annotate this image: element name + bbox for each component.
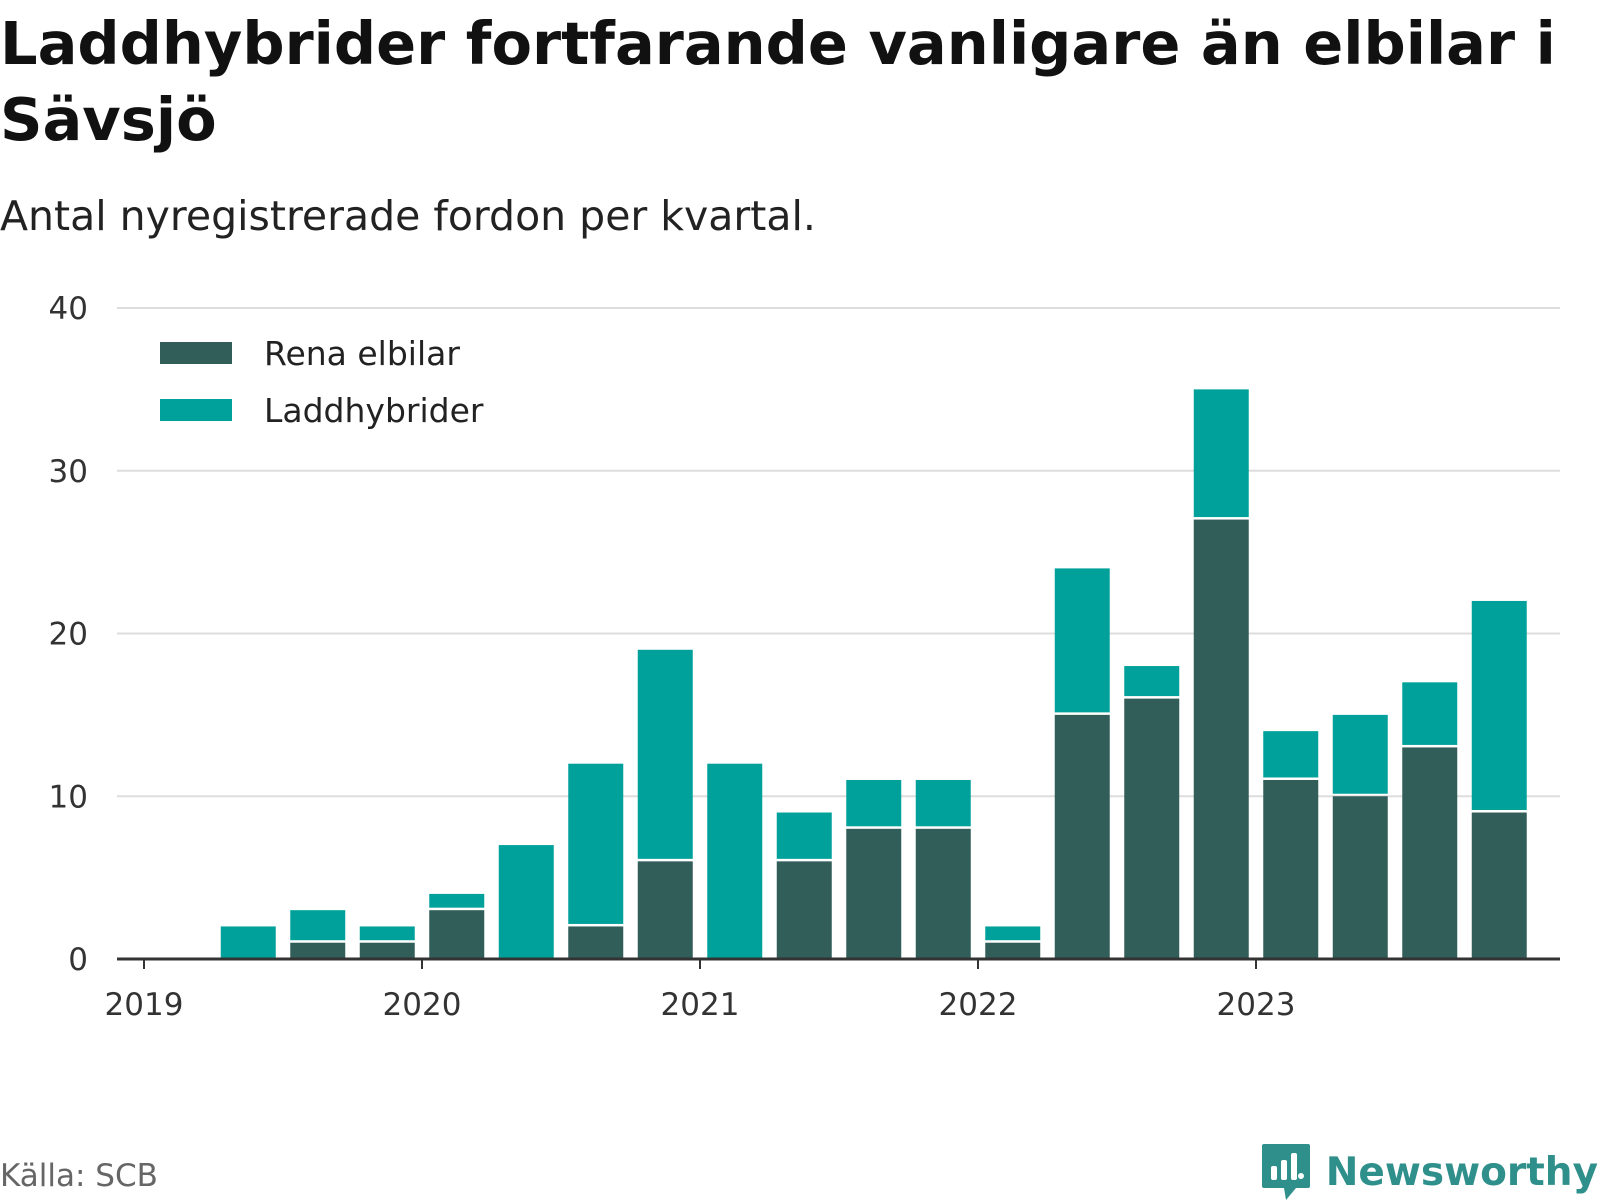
bar-laddhybrider [846,779,902,827]
bar-laddhybrider [1332,714,1388,794]
y-tick-label: 30 [49,454,88,490]
bar-laddhybrider [637,649,693,859]
bar-rena-elbilar [1471,812,1527,959]
bar-laddhybrider [1193,389,1249,518]
y-tick-label: 20 [49,617,88,653]
legend-swatch [160,342,232,364]
bar-rena-elbilar [915,828,971,959]
x-tick-label: 2020 [383,987,462,1023]
axes: 0 10 20 30 40 2019 2020 2021 2022 2023 [49,291,1560,1023]
bar-rena-elbilar [568,926,624,959]
source-note: Källa: SCB [0,1158,158,1194]
bar-laddhybrider [776,812,832,859]
chart-subtitle: Antal nyregistrerade fordon per kvartal. [0,192,816,240]
brand-logo: Newsworthy [1260,1142,1598,1202]
bar-rena-elbilar [429,910,485,959]
bars [220,389,1527,959]
bar-laddhybrider [1402,682,1458,745]
bar-rena-elbilar [1054,714,1110,959]
newsworthy-logo-icon [1261,1144,1310,1200]
x-tick-label: 2021 [661,987,740,1023]
bar-laddhybrider [1124,666,1180,697]
bar-rena-elbilar [1193,519,1249,959]
bar-laddhybrider [707,763,763,959]
x-tick-label: 2022 [939,987,1018,1023]
chart-title: Laddhybrider fortfarande vanligare än el… [0,9,1556,154]
bar-laddhybrider [568,763,624,924]
y-tick-label: 0 [68,942,88,978]
gridlines [117,307,1560,798]
legend: Rena elbilar Laddhybrider [160,334,484,430]
bar-rena-elbilar [290,942,346,959]
stacked-bar-chart: 0 10 20 30 40 2019 2020 2021 2022 2023 Rena elbil… [49,291,1560,1023]
bar-laddhybrider [915,779,971,827]
bar-laddhybrider [359,926,415,941]
bar-rena-elbilar [776,861,832,959]
bar-rena-elbilar [985,942,1041,959]
bar-laddhybrider [1471,600,1527,811]
bar-rena-elbilar [637,861,693,959]
bar-rena-elbilar [1332,796,1388,959]
legend-label: Laddhybrider [264,391,484,430]
bar-rena-elbilar [1402,747,1458,959]
brand-name: Newsworthy [1325,1149,1598,1195]
bar-rena-elbilar [846,828,902,959]
bar-laddhybrider [498,845,554,959]
bar-laddhybrider [1054,568,1110,713]
bar-laddhybrider [220,926,276,959]
x-tick-label: 2023 [1217,987,1296,1023]
legend-label: Rena elbilar [264,334,460,373]
bar-laddhybrider [1263,731,1319,778]
legend-swatch [160,399,232,421]
bar-rena-elbilar [1124,698,1180,959]
y-tick-label: 10 [49,779,88,815]
bar-rena-elbilar [359,942,415,959]
bar-rena-elbilar [1263,779,1319,959]
bar-laddhybrider [290,910,346,941]
bar-laddhybrider [985,926,1041,941]
x-tick-label: 2019 [105,987,184,1023]
y-tick-label: 40 [49,291,88,327]
bar-laddhybrider [429,893,485,908]
